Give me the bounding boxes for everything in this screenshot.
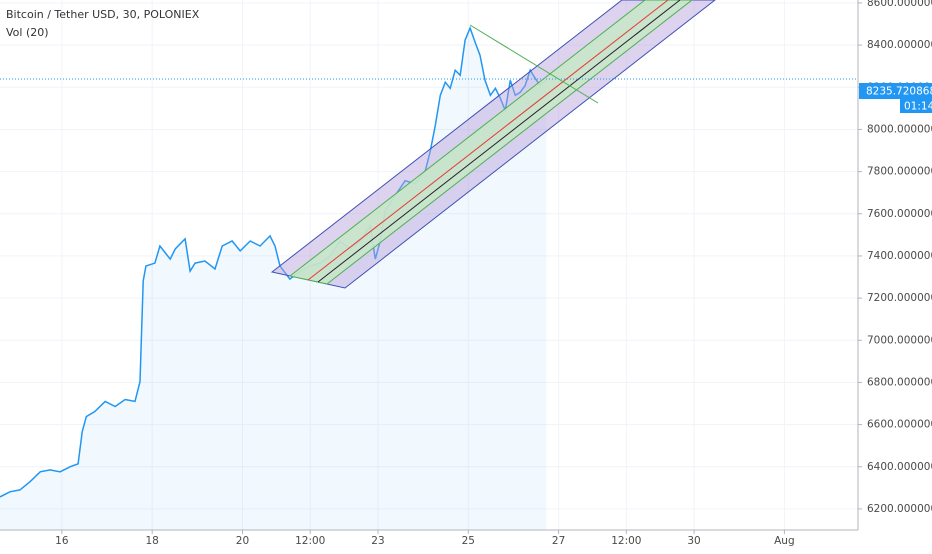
y-tick-label: 7400.00000000 (867, 250, 932, 262)
y-tick-label: 7800.00000000 (867, 166, 932, 178)
channel-mid (307, 0, 669, 281)
y-tick-label: 6200.00000000 (867, 503, 932, 515)
x-tick-label: 25 (462, 535, 475, 547)
x-tick-label: 30 (687, 535, 700, 547)
x-tick-label: Aug (774, 535, 795, 547)
y-tick-label: 7600.00000000 (867, 208, 932, 220)
x-tick-label: 12:00 (295, 535, 325, 547)
price-area (0, 28, 547, 530)
y-tick-label: 7000.00000000 (867, 334, 932, 346)
price-box (859, 83, 932, 99)
x-tick-label: 18 (145, 535, 158, 547)
countdown: 01:14 (904, 101, 932, 113)
subtitle: Vol (20) (6, 26, 49, 39)
x-tick-label: 23 (371, 535, 384, 547)
y-tick-label: 6400.00000000 (867, 461, 932, 473)
x-tick-label: 27 (552, 535, 565, 547)
x-tick-label: 12:00 (611, 535, 641, 547)
x-tick-label: 16 (55, 535, 69, 547)
y-tick-label: 8000.00000000 (867, 123, 932, 135)
y-tick-label: 8600.00000000 (867, 0, 932, 9)
channel-inner (288, 0, 693, 285)
price-label: 8235.72086849 (866, 86, 932, 98)
y-tick-label: 6600.00000000 (867, 419, 932, 431)
plot (0, 25, 547, 530)
countdown-box (900, 99, 932, 113)
regression-line (317, 0, 681, 283)
y-tick-label: 7200.00000000 (867, 292, 932, 304)
y-tick-label: 8400.00000000 (867, 39, 932, 51)
trend-line (469, 24, 599, 104)
x-tick-label: 20 (236, 535, 249, 547)
y-tick-label: 6800.00000000 (867, 376, 932, 388)
chart-title: Bitcoin / Tether USD, 30, POLONIEX (6, 8, 200, 21)
drawings (270, 0, 716, 289)
